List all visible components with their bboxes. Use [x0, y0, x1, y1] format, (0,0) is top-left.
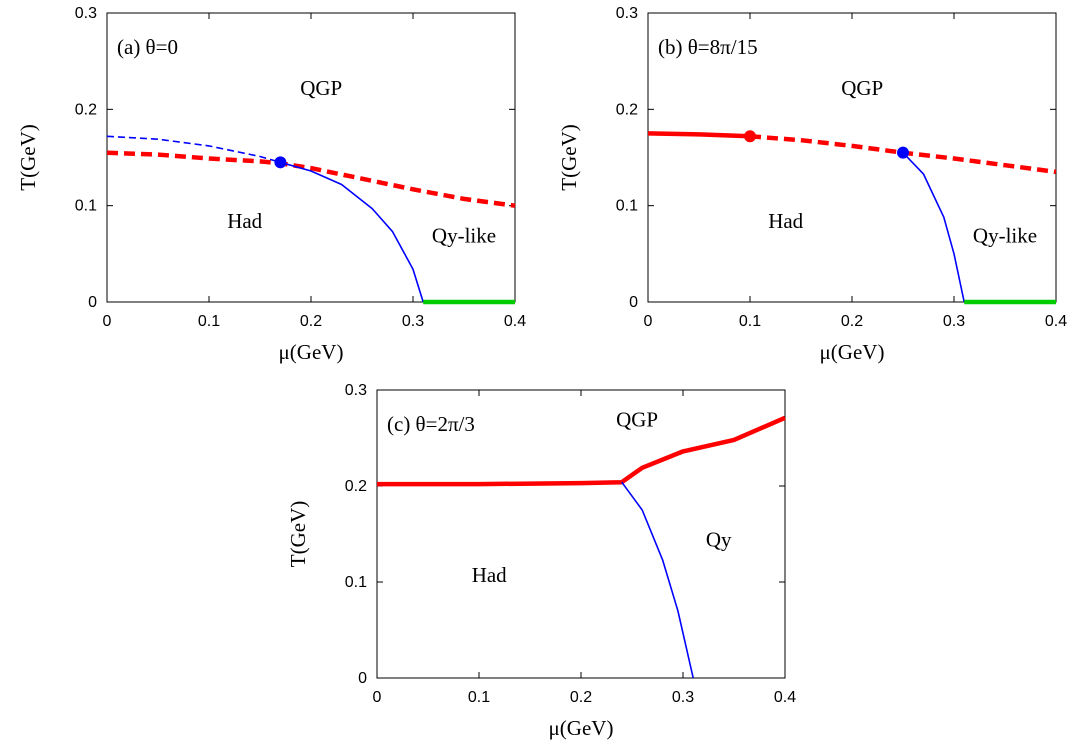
region-label: Had: [768, 209, 803, 233]
x-tick-label: 0: [103, 313, 112, 330]
series-line: [647, 131, 751, 139]
region-label: Qy-like: [973, 223, 1037, 247]
y-tick-label: 0: [88, 294, 97, 311]
y-tick-label: 0.3: [616, 5, 638, 22]
y-tick-label: 0.1: [345, 574, 367, 591]
y-axis-title: T(GeV): [286, 501, 310, 567]
y-axis-title: T(GeV): [557, 124, 581, 190]
y-tick-label: 0.3: [75, 5, 97, 22]
series-line: [902, 152, 965, 303]
x-tick-label: 0.3: [402, 313, 424, 330]
x-tick-label: 0.4: [504, 313, 526, 330]
critical-point-marker: [897, 146, 909, 159]
series-line: [106, 135, 281, 164]
region-label: QGP: [616, 407, 658, 431]
x-tick-label: 0.1: [468, 689, 490, 706]
chart-panel-2: 0 0.1 0.2 0.3 0.4 0 0.1 0.2 0.3 μ(GeV) T(GeV) (c) θ…: [286, 382, 796, 740]
y-tick-label: 0.2: [345, 478, 367, 495]
critical-point-marker: [274, 156, 287, 169]
x-tick-label: 0.3: [943, 313, 965, 330]
x-tick-label: 0.4: [774, 689, 796, 706]
series-line: [377, 415, 786, 487]
x-tick-label: 0: [644, 313, 653, 330]
series-line: [621, 481, 694, 679]
x-axis-title: μ(GeV): [279, 340, 344, 364]
x-tick-label: 0.2: [300, 313, 322, 330]
y-tick-label: 0.3: [345, 382, 367, 399]
region-label: Qy: [706, 527, 732, 551]
y-tick-label: 0: [629, 294, 638, 311]
y-tick-label: 0.2: [616, 101, 638, 118]
panel-label: (a) θ=0: [117, 35, 178, 59]
chart-panel-1: 0 0.1 0.2 0.3 0.4 0 0.1 0.2 0.3 μ(GeV) T(GeV) (b) θ…: [557, 5, 1067, 364]
region-label: Had: [472, 563, 507, 587]
x-tick-label: 0.3: [672, 689, 694, 706]
x-tick-label: 0.2: [570, 689, 592, 706]
region-label: QGP: [841, 76, 883, 100]
region-label: Qy-like: [432, 223, 496, 247]
x-axis-title: μ(GeV): [549, 716, 614, 740]
critical-point-marker: [744, 130, 756, 143]
y-tick-label: 0.1: [616, 198, 638, 215]
y-tick-label: 0: [358, 670, 367, 687]
y-tick-label: 0.2: [75, 101, 97, 118]
x-tick-label: 0.4: [1045, 313, 1067, 330]
series-line: [280, 161, 424, 303]
region-label: Had: [227, 209, 262, 233]
x-axis-title: μ(GeV): [820, 340, 885, 364]
series-line: [106, 150, 516, 208]
y-axis-title: T(GeV): [16, 124, 40, 190]
region-label: QGP: [300, 76, 342, 100]
x-tick-label: 0.2: [841, 313, 863, 330]
chart-panel-0: 0 0.1 0.2 0.3 0.4 0 0.1 0.2 0.3 μ(GeV) T(GeV) (a) θ…: [16, 5, 526, 364]
x-tick-label: 0.1: [739, 313, 761, 330]
x-tick-label: 0.1: [198, 313, 220, 330]
panel-label: (b) θ=8π/15: [658, 35, 758, 59]
panel-label: (c) θ=2π/3: [387, 412, 475, 436]
x-tick-label: 0: [373, 689, 382, 706]
y-tick-label: 0.1: [75, 198, 97, 215]
